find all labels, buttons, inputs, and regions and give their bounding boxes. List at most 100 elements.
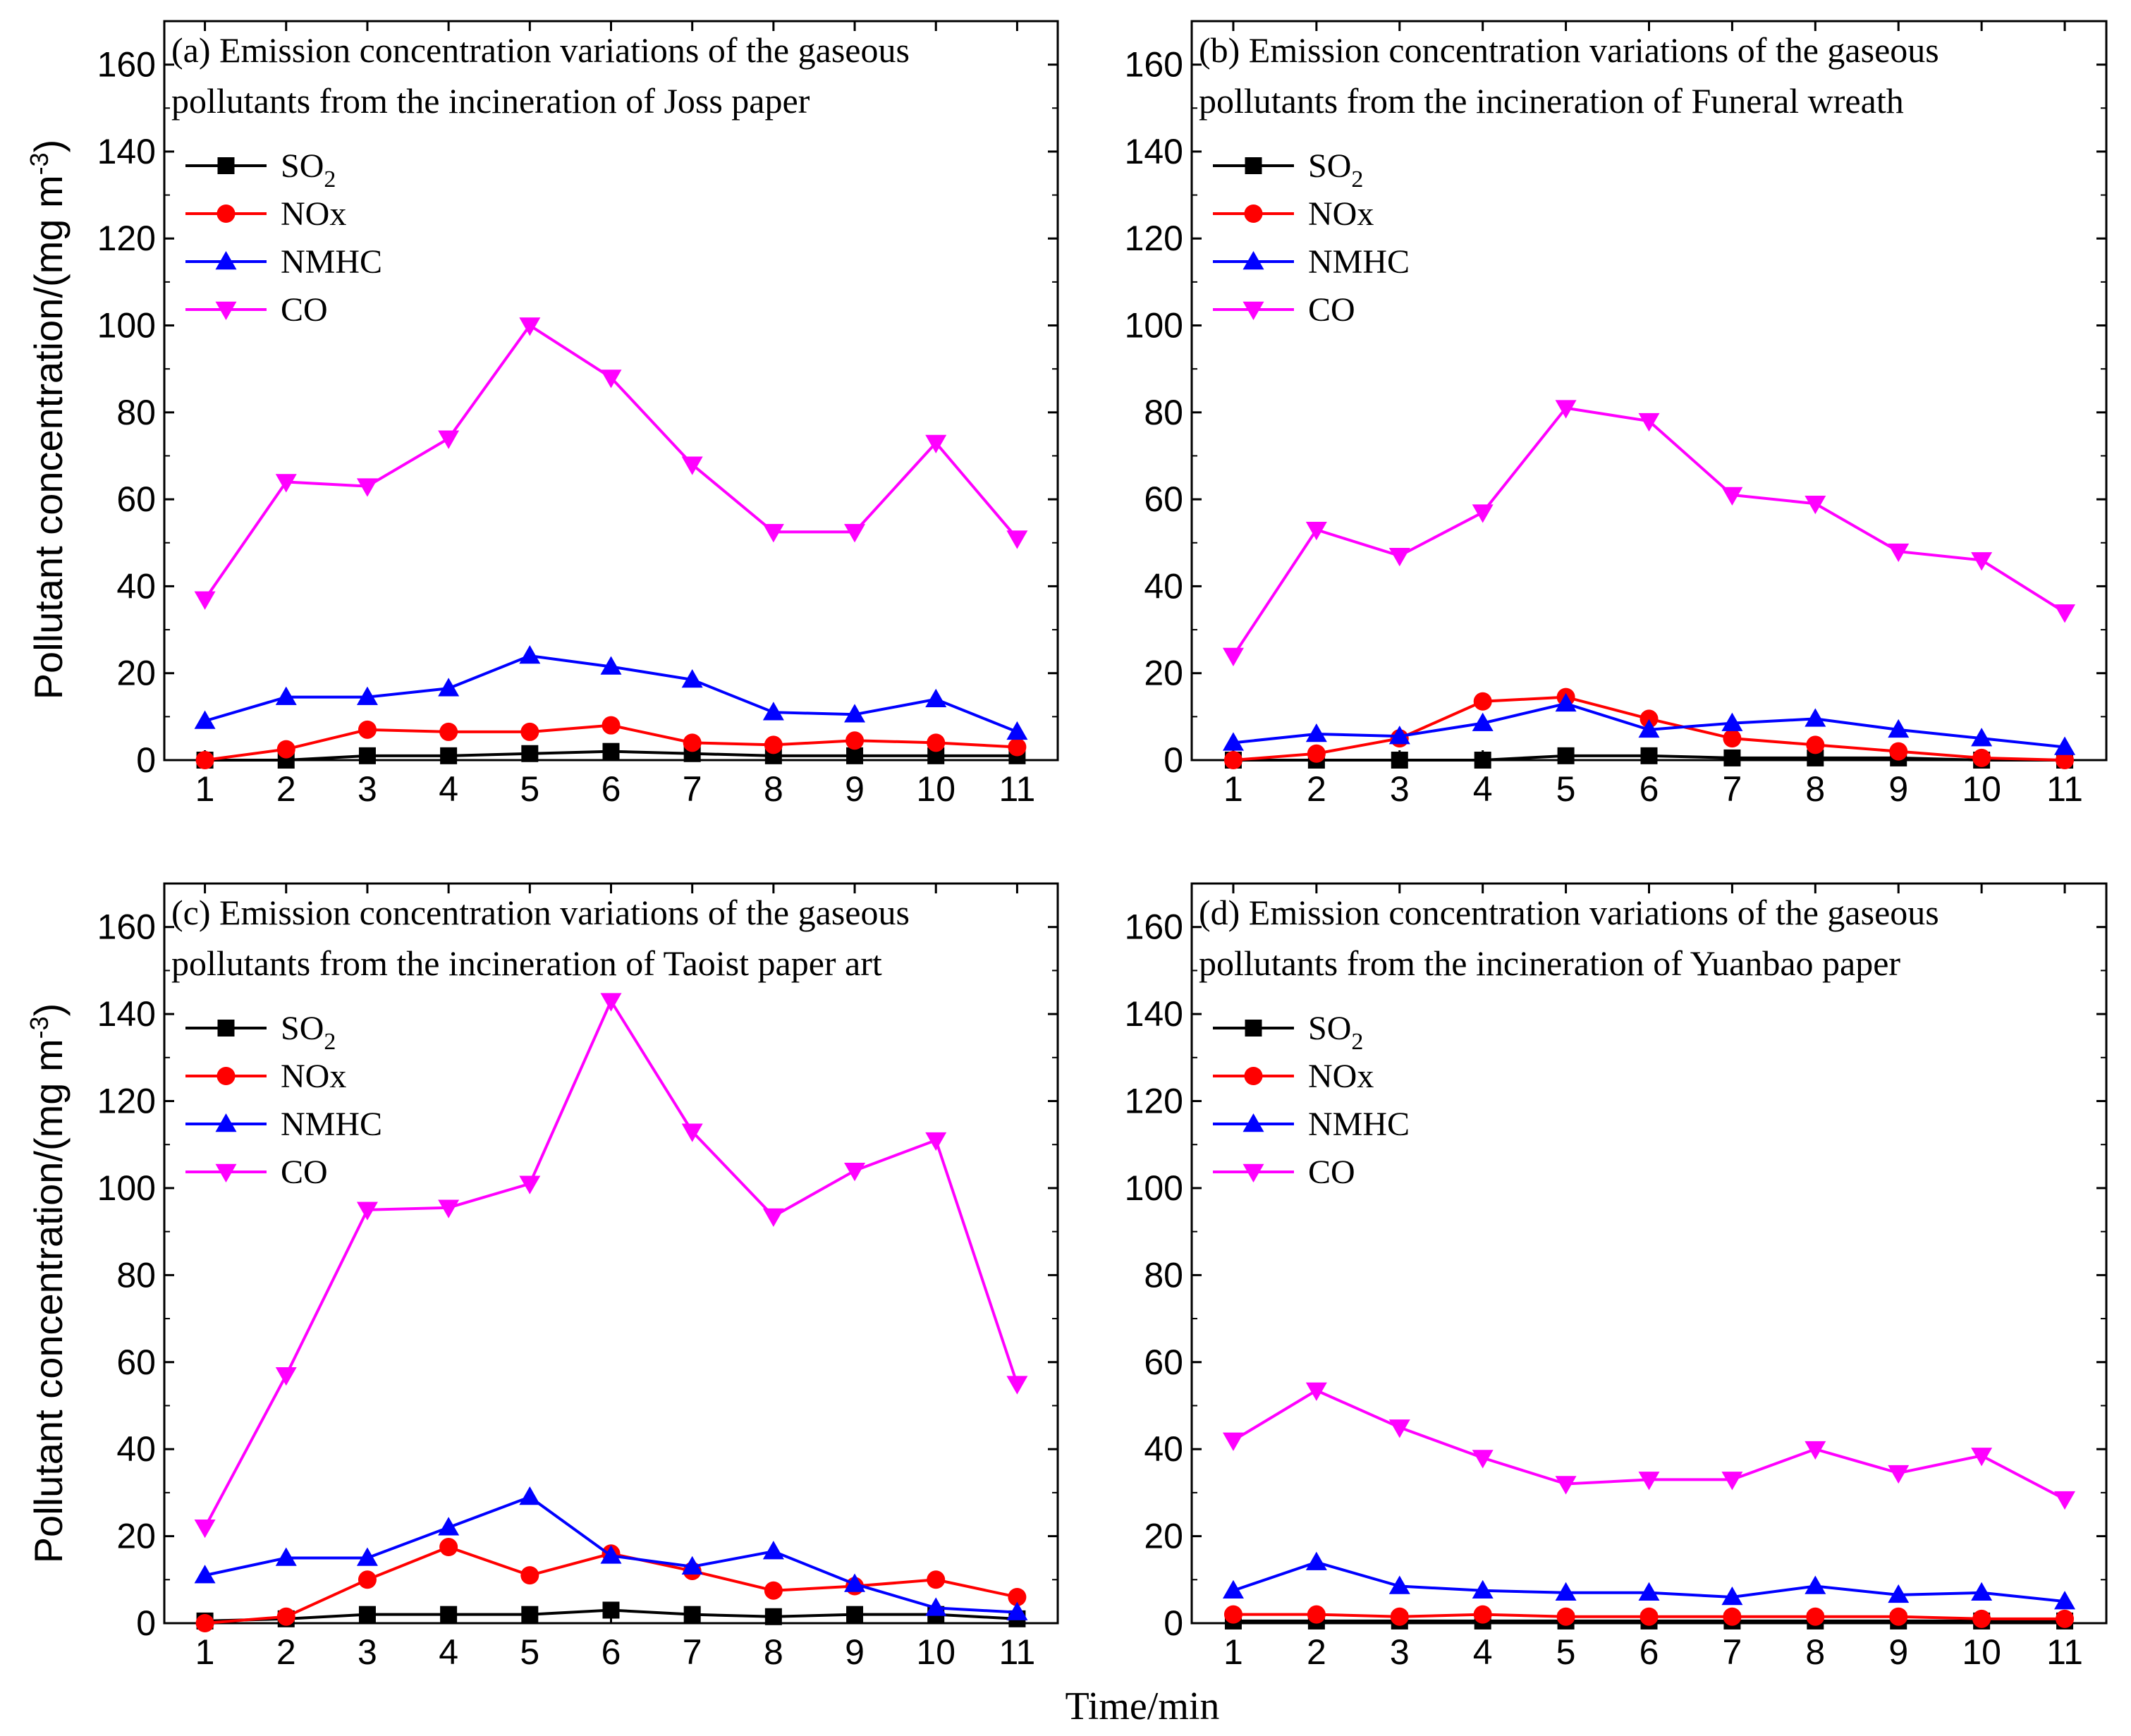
data-point-co [1805, 496, 1826, 515]
data-point-nox [845, 731, 865, 750]
data-point-nmhc [1721, 712, 1743, 731]
data-point-nmhc [1721, 1586, 1743, 1606]
panel-title-line2-c: pollutants from the incineration of Taoi… [171, 943, 882, 983]
y-axis-label-bottom: Pollutant concentration/(mg m-3) [25, 1003, 71, 1564]
data-point-nox [195, 751, 214, 769]
data-point-co [1805, 1441, 1826, 1460]
data-point-nmhc [925, 1597, 947, 1616]
data-point-co [519, 1175, 541, 1194]
data-point-co [1305, 1382, 1327, 1401]
data-point-nox [1008, 738, 1027, 757]
y-axis-label-top: Pollutant concentration/(mg m-3) [25, 140, 71, 700]
series-nmhc-c [194, 1486, 1028, 1620]
data-point-so2 [602, 1601, 620, 1619]
data-point-nox [358, 1570, 377, 1589]
chart-panel-b: 0 20 40 60 80 100 120 140 160 1 2 3 4 5 6 7 8 9 10 11 (b) Em… [1125, 20, 2108, 809]
data-point-nox [764, 1581, 783, 1600]
y-tick-label: 120 [97, 1082, 156, 1121]
data-point-nmhc [1971, 728, 1993, 747]
data-point-so2 [358, 1606, 376, 1623]
data-point-nmhc [356, 1547, 378, 1566]
x-tick-label: 9 [1888, 769, 1908, 809]
x-tick-label: 6 [602, 769, 621, 809]
data-point-co [1388, 1419, 1410, 1438]
legend-label-nmhc: NMHC [1308, 243, 1410, 281]
x-tick-label: 9 [845, 769, 865, 809]
legend-label-nmhc: NMHC [281, 243, 382, 281]
data-point-so2 [1640, 747, 1658, 764]
x-tick-label: 6 [1640, 1632, 1659, 1672]
data-point-nmhc [1555, 1582, 1577, 1601]
data-point-nmhc [1388, 726, 1410, 745]
data-point-nmhc [1805, 708, 1826, 727]
y-tick-label: 40 [116, 566, 156, 606]
data-point-co [762, 1208, 784, 1228]
legend-label-co: CO [281, 291, 328, 329]
data-point-co [844, 524, 866, 543]
x-tick-label: 5 [1556, 769, 1576, 809]
data-point-nmhc [519, 1486, 541, 1505]
y-tick-label: 80 [116, 1255, 156, 1295]
data-point-nox [683, 733, 702, 752]
data-point-co [438, 1199, 460, 1218]
data-point-nox [1723, 729, 1742, 748]
x-tick-label: 4 [439, 1632, 458, 1672]
series-nmhc-a [194, 645, 1028, 740]
x-tick-label: 5 [520, 1632, 539, 1672]
data-point-nmhc [2054, 1591, 2076, 1610]
legend-marker-nmhc [1242, 251, 1264, 270]
data-point-nox [439, 722, 458, 741]
data-point-co [1388, 548, 1410, 567]
data-point-nox [1223, 751, 1242, 769]
data-point-nox [358, 720, 377, 739]
y-tick-label: 120 [1125, 1082, 1183, 1121]
data-point-co [1721, 1472, 1743, 1491]
data-point-so2 [1557, 747, 1575, 764]
y-tick-label: 100 [1125, 1168, 1183, 1208]
legend-marker-co [1242, 1163, 1264, 1182]
legend-marker-nmhc [215, 1113, 237, 1132]
y-tick-label: 0 [1164, 740, 1183, 780]
x-tick-label: 7 [1723, 1632, 1742, 1672]
x-tick-label: 11 [2046, 769, 2083, 809]
data-point-co [681, 456, 703, 475]
data-point-so2 [846, 747, 864, 764]
data-point-nmhc [681, 1555, 703, 1575]
data-point-co [356, 1202, 378, 1221]
data-point-co [1472, 504, 1494, 523]
x-tick-label: 2 [1307, 769, 1326, 809]
data-point-nox [1889, 742, 1908, 761]
legend-marker-co [1242, 301, 1264, 320]
y-tick-label: 160 [97, 907, 156, 947]
y-tick-label: 20 [116, 654, 156, 693]
chart-panel-d: 0 20 40 60 80 100 120 140 160 1 2 3 4 5 6 7 8 9 10 11 (d) Em… [1125, 882, 2108, 1672]
x-axis-label: Time/min [1066, 1685, 1220, 1728]
series-nmhc-b [1222, 692, 2076, 755]
legend-label-nox: NOx [281, 1058, 346, 1095]
data-point-nmhc [1472, 1579, 1494, 1599]
data-point-nmhc [356, 686, 378, 705]
legend-label-nox: NOx [1308, 195, 1374, 233]
data-point-nox [520, 1566, 539, 1585]
data-point-nox [1889, 1607, 1908, 1626]
data-point-co [2054, 1491, 2076, 1510]
x-tick-label: 1 [1223, 769, 1243, 809]
data-point-co [275, 1367, 297, 1386]
data-point-co [1006, 530, 1028, 549]
data-point-nox [1972, 748, 1991, 767]
data-point-so2 [521, 1606, 539, 1623]
legend-marker-nox [216, 204, 236, 223]
data-point-nox [1806, 1607, 1825, 1626]
legend-label-nmhc: NMHC [281, 1106, 382, 1143]
x-tick-label: 2 [1307, 1632, 1326, 1672]
data-point-nox [1473, 1605, 1492, 1624]
panel-title-line1-b: (b) Emission concentration variations of… [1199, 30, 1939, 70]
data-point-nox [2056, 1609, 2075, 1628]
x-tick-label: 11 [999, 1632, 1035, 1672]
x-tick-label: 11 [2046, 1632, 2083, 1672]
x-tick-label: 6 [602, 1632, 621, 1672]
data-point-co [1305, 522, 1327, 541]
x-tick-label: 10 [1962, 1632, 2001, 1672]
